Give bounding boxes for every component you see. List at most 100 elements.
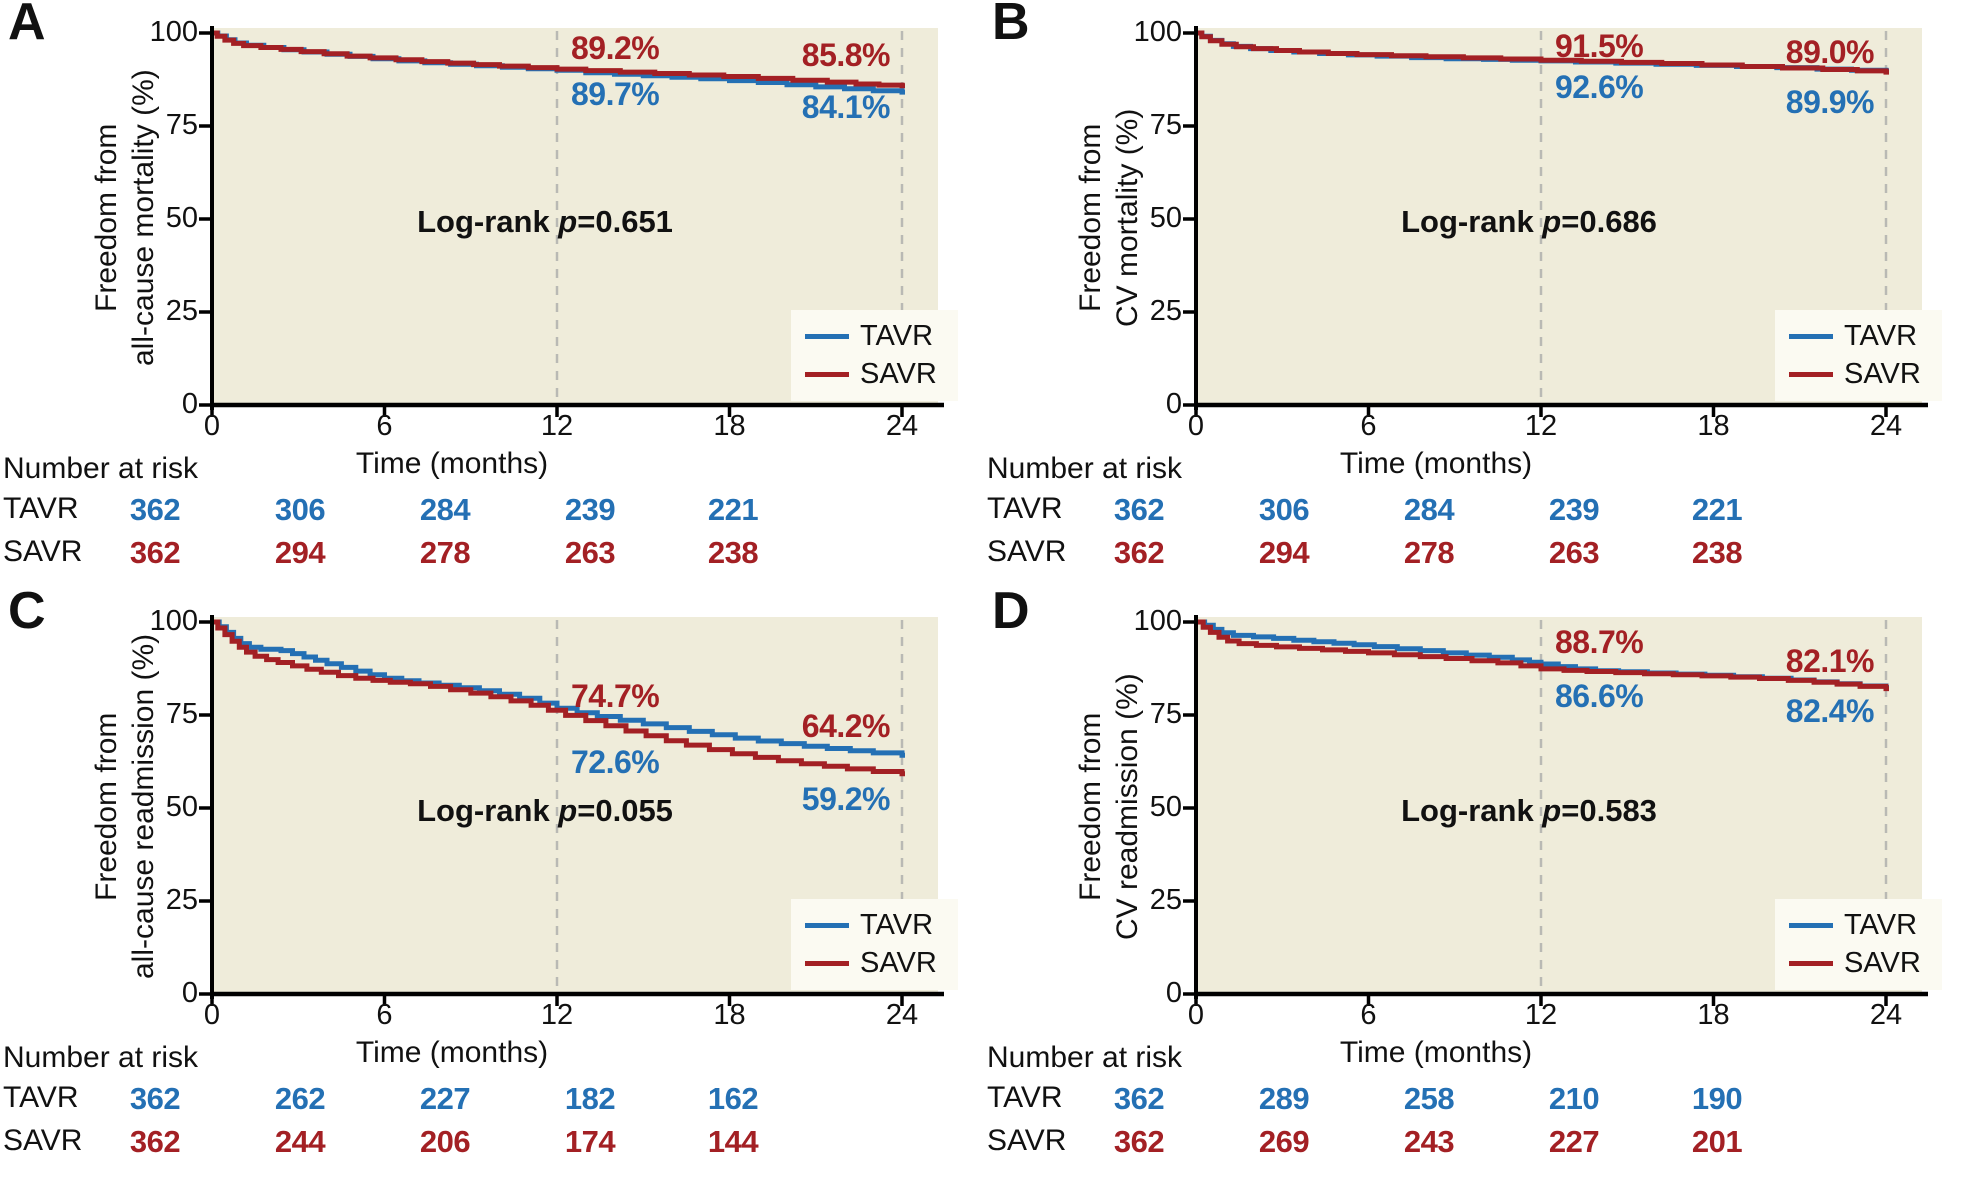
- risk-value-tavr: 362: [129, 492, 181, 527]
- y-tick-label: 0: [181, 388, 198, 420]
- y-tick-label: 100: [1133, 605, 1182, 637]
- legend-row-savr: SAVR: [805, 360, 958, 389]
- risk-value-tavr: 289: [1258, 1081, 1310, 1116]
- x-tick-label: 6: [376, 410, 393, 442]
- legend-label-tavr: TAVR: [1844, 909, 1918, 941]
- risk-value-tavr: 362: [1113, 492, 1165, 527]
- y-tick-label: 25: [1149, 295, 1182, 327]
- y-tick-label: 100: [149, 16, 198, 48]
- x-tick-label: 0: [203, 410, 221, 442]
- risk-value-savr: 238: [1691, 535, 1743, 570]
- panel-c: C Freedom from all-cause readmission (%)…: [0, 582, 983, 1177]
- x-tick-label: 18: [1697, 410, 1730, 442]
- risk-table-title: Number at risk: [3, 1041, 199, 1074]
- y-tick-label: 75: [165, 698, 198, 730]
- y-tick-label: 75: [165, 109, 198, 141]
- y-tick-label: 100: [149, 605, 198, 637]
- y-tick-label: 100: [1133, 16, 1182, 48]
- tavr-curve: [212, 619, 905, 758]
- risk-value-savr: 278: [1403, 535, 1455, 570]
- legend-row-tavr: TAVR: [805, 322, 958, 351]
- annotation-savr: 91.5%: [1555, 28, 1644, 65]
- logrank-annotation: Log-rank p=0.651: [417, 204, 673, 239]
- savr-curve: [212, 30, 905, 89]
- legend-row-tavr: TAVR: [1789, 322, 1942, 351]
- x-tick-label: 6: [1360, 410, 1377, 442]
- risk-value-savr: 278: [419, 535, 471, 570]
- logrank-annotation: Log-rank p=0.686: [1401, 204, 1657, 239]
- risk-value-tavr: 221: [1691, 492, 1743, 527]
- y-tick-label: 50: [1149, 202, 1182, 234]
- risk-value-tavr: 221: [707, 492, 759, 527]
- legend: TAVR SAVR: [791, 310, 958, 401]
- risk-value-savr: 294: [1258, 535, 1310, 570]
- legend-label-savr: SAVR: [860, 358, 937, 390]
- risk-value-savr: 201: [1691, 1124, 1743, 1159]
- risk-value-tavr: 210: [1548, 1081, 1600, 1116]
- risk-row-label-tavr: TAVR: [987, 492, 1063, 525]
- annotation-savr: 82.1%: [1785, 643, 1875, 680]
- x-tick-label: 18: [713, 999, 746, 1031]
- tavr-line-swatch: [805, 334, 849, 339]
- x-tick-label: 24: [885, 999, 919, 1031]
- legend: TAVR SAVR: [791, 899, 958, 990]
- annotation-tavr: 82.4%: [1785, 693, 1875, 730]
- risk-value-savr: 238: [707, 535, 759, 570]
- y-tick-label: 75: [1149, 698, 1182, 730]
- risk-value-tavr: 239: [564, 492, 616, 527]
- risk-value-tavr: 190: [1691, 1081, 1743, 1116]
- risk-table-title: Number at risk: [987, 452, 1183, 485]
- annotation-savr: 85.8%: [801, 37, 891, 74]
- savr-curve: [1196, 30, 1889, 75]
- risk-value-savr: 269: [1258, 1124, 1310, 1159]
- risk-value-tavr: 306: [1258, 492, 1310, 527]
- risk-row-label-savr: SAVR: [987, 535, 1067, 568]
- x-tick-label: 12: [1524, 999, 1558, 1031]
- annotation-savr: 89.0%: [1785, 33, 1875, 70]
- risk-value-savr: 263: [564, 535, 616, 570]
- risk-row-label-savr: SAVR: [3, 535, 83, 568]
- legend-label-savr: SAVR: [1844, 358, 1921, 390]
- legend-label-tavr: TAVR: [860, 909, 934, 941]
- savr-line-swatch: [1789, 372, 1833, 377]
- risk-value-savr: 263: [1548, 535, 1600, 570]
- savr-line-swatch: [1789, 961, 1833, 966]
- risk-value-tavr: 306: [274, 492, 326, 527]
- y-axis-title-line1: Freedom from: [1074, 123, 1107, 312]
- savr-curve: [1196, 619, 1889, 692]
- tavr-line-swatch: [1789, 923, 1833, 928]
- x-tick-label: 12: [540, 410, 574, 442]
- annotation-tavr: 89.9%: [1785, 83, 1875, 120]
- risk-value-tavr: 258: [1403, 1081, 1455, 1116]
- risk-value-savr: 362: [1113, 535, 1165, 570]
- y-tick-label: 25: [165, 884, 198, 916]
- risk-table-title: Number at risk: [3, 452, 199, 485]
- risk-value-tavr: 262: [274, 1081, 326, 1116]
- risk-value-savr: 362: [129, 1124, 181, 1159]
- legend-label-savr: SAVR: [860, 947, 937, 979]
- legend-row-savr: SAVR: [1789, 949, 1942, 978]
- legend-label-tavr: TAVR: [1844, 320, 1918, 352]
- annotation-savr: 64.2%: [801, 708, 891, 745]
- x-tick-label: 0: [1187, 410, 1205, 442]
- legend-row-savr: SAVR: [1789, 360, 1942, 389]
- x-axis-title: Time (months): [1339, 1036, 1533, 1069]
- risk-value-savr: 294: [274, 535, 326, 570]
- x-tick-label: 18: [1697, 999, 1730, 1031]
- tavr-line-swatch: [805, 923, 849, 928]
- x-tick-label: 12: [1524, 410, 1558, 442]
- risk-value-tavr: 182: [564, 1081, 616, 1116]
- legend: TAVR SAVR: [1775, 310, 1942, 401]
- y-tick-label: 0: [1165, 388, 1182, 420]
- risk-table-title: Number at risk: [987, 1041, 1183, 1074]
- risk-value-tavr: 362: [1113, 1081, 1165, 1116]
- annotation-tavr: 92.6%: [1555, 68, 1644, 105]
- x-tick-label: 12: [540, 999, 574, 1031]
- risk-value-tavr: 284: [1403, 492, 1455, 527]
- risk-value-tavr: 162: [707, 1081, 759, 1116]
- x-tick-label: 0: [1187, 999, 1205, 1031]
- x-tick-label: 24: [1869, 999, 1903, 1031]
- y-tick-label: 50: [165, 202, 198, 234]
- x-tick-label: 6: [376, 999, 393, 1031]
